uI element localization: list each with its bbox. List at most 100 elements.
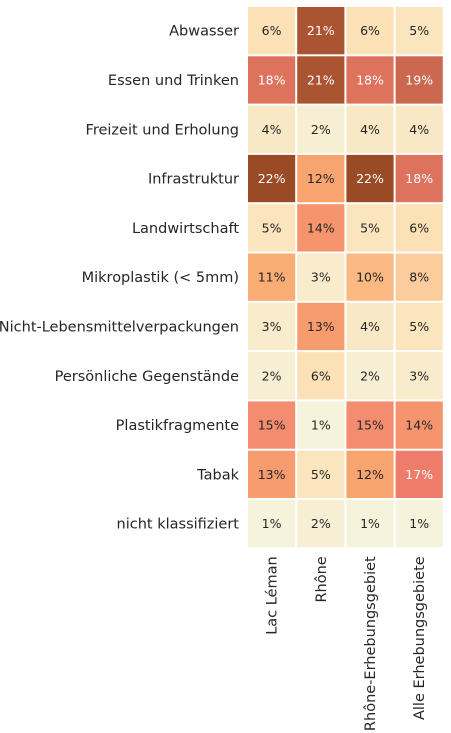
cell-value-label: 10% <box>356 270 384 285</box>
heatmap-cell <box>248 154 296 203</box>
heatmap-cell <box>395 450 443 498</box>
cell-value-label: 21% <box>307 72 335 87</box>
heatmap-cell <box>297 154 345 203</box>
cell-value-label: 2% <box>311 516 331 531</box>
row-tick-label: Freizeit und Erholung <box>86 122 239 138</box>
heatmap-cell <box>346 450 394 498</box>
cell-value-label: 11% <box>258 270 286 285</box>
heatmap-cell <box>346 204 394 252</box>
heatmap-cell <box>395 204 443 252</box>
cell-value-label: 5% <box>360 220 380 235</box>
row-tick-label: Nicht-Lebensmittelverpackungen <box>0 319 239 335</box>
cell-value-label: 5% <box>409 23 429 38</box>
row-tick-label: Mikroplastik (< 5mm) <box>82 270 239 286</box>
cell-value-label: 18% <box>356 72 384 87</box>
heatmap-cell <box>346 56 394 104</box>
heatmap-cell <box>248 352 296 400</box>
heatmap-cell <box>346 401 394 449</box>
cell-value-label: 18% <box>258 72 286 87</box>
heatmap-cell <box>248 302 296 351</box>
cell-value-label: 6% <box>262 23 282 38</box>
cell-value-label: 12% <box>307 171 335 186</box>
heatmap-cell <box>297 302 345 351</box>
heatmap-cell <box>248 450 296 498</box>
heatmap-cell <box>346 302 394 351</box>
cell-value-label: 17% <box>405 467 433 482</box>
cell-value-label: 3% <box>262 319 282 334</box>
row-tick-label: Infrastruktur <box>148 172 239 188</box>
cell-value-label: 3% <box>409 368 429 383</box>
row-tick-label: Abwasser <box>169 24 239 40</box>
heatmap-cell <box>395 105 443 153</box>
cell-value-label: 13% <box>307 319 335 334</box>
heatmap-cell <box>395 352 443 400</box>
heatmap-cell <box>395 253 443 301</box>
heatmap-cell <box>395 154 443 203</box>
heatmap-cell <box>395 7 443 55</box>
cell-value-label: 4% <box>360 122 380 137</box>
heatmap-cell <box>248 105 296 153</box>
cell-value-label: 14% <box>307 220 335 235</box>
row-tick-label: nicht klassifiziert <box>117 517 240 533</box>
cell-value-label: 18% <box>405 171 433 186</box>
cell-value-label: 22% <box>356 171 384 186</box>
heatmap-cell <box>248 7 296 55</box>
cell-value-label: 6% <box>409 220 429 235</box>
column-tick-label: Rhône-Erhebungsgebiet <box>363 556 379 731</box>
heatmap-cell <box>395 56 443 104</box>
heatmap-cell <box>395 500 443 548</box>
cell-value-label: 6% <box>311 368 331 383</box>
heatmap-cell <box>346 253 394 301</box>
cell-value-label: 22% <box>258 171 286 186</box>
heatmap-cell <box>297 7 345 55</box>
heatmap-cell <box>297 105 345 153</box>
heatmap-cell <box>346 352 394 400</box>
cell-value-label: 5% <box>311 467 331 482</box>
cell-value-label: 4% <box>360 319 380 334</box>
heatmap-cell <box>248 500 296 548</box>
heatmap-cell <box>248 401 296 449</box>
cell-value-label: 3% <box>311 270 331 285</box>
cell-value-label: 1% <box>262 516 282 531</box>
cell-value-label: 2% <box>311 122 331 137</box>
cell-value-label: 15% <box>258 418 286 433</box>
heatmap-cells: 6% 21% 6% 5% 18% 21% 18% 19% 4% 2% 4% 4% 22% 12% 22% 18… <box>248 7 443 548</box>
heatmap-cell <box>297 450 345 498</box>
heatmap-cell <box>248 56 296 104</box>
row-tick-label: Plastikfragmente <box>116 418 239 434</box>
column-tick-label: Alle Erhebungsgebiete <box>412 556 428 720</box>
cell-value-label: 1% <box>409 516 429 531</box>
cell-value-label: 6% <box>360 23 380 38</box>
cell-value-label: 14% <box>405 418 433 433</box>
cell-value-label: 12% <box>356 467 384 482</box>
heatmap-cell <box>346 500 394 548</box>
cell-value-label: 4% <box>262 122 282 137</box>
cell-value-label: 1% <box>360 516 380 531</box>
heatmap-cell <box>248 253 296 301</box>
row-tick-label: Landwirtschaft <box>132 221 239 237</box>
cell-value-label: 13% <box>258 467 286 482</box>
heatmap-cell <box>395 302 443 351</box>
heatmap-cell <box>346 105 394 153</box>
cell-value-label: 5% <box>262 220 282 235</box>
heatmap-cell <box>297 352 345 400</box>
heatmap-cell <box>346 7 394 55</box>
cell-value-label: 5% <box>409 319 429 334</box>
column-tick-label: Lac Léman <box>265 556 281 635</box>
cell-value-label: 2% <box>262 368 282 383</box>
heatmap-cell <box>248 204 296 252</box>
heatmap-cell <box>297 401 345 449</box>
row-tick-label: Tabak <box>196 467 239 483</box>
heatmap-cell <box>395 401 443 449</box>
row-tick-label: Persönliche Gegenstände <box>55 369 239 385</box>
heatmap-cell <box>297 253 345 301</box>
cell-value-label: 4% <box>409 122 429 137</box>
row-tick-label: Essen und Trinken <box>108 73 239 89</box>
heatmap-cell <box>297 500 345 548</box>
cell-value-label: 8% <box>409 270 429 285</box>
cell-value-label: 21% <box>307 23 335 38</box>
cell-value-label: 19% <box>405 72 433 87</box>
heatmap-cell <box>346 154 394 203</box>
heatmap-cell <box>297 204 345 252</box>
